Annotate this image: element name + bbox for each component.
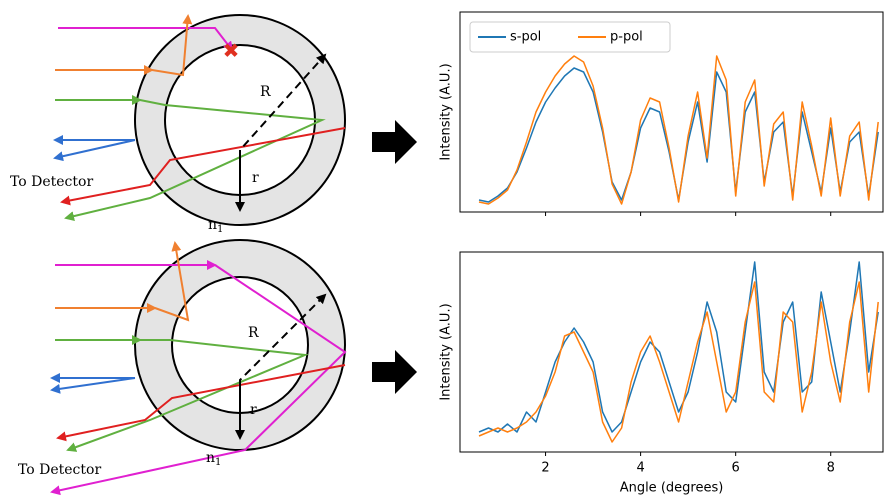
y-axis-label: Intensity (A.U.) bbox=[439, 303, 454, 400]
ray bbox=[55, 140, 135, 158]
label: n bbox=[208, 217, 217, 233]
label: n1 bbox=[206, 450, 221, 468]
figure: ✖ R r n1 To Detector R r n1 To Detector bbox=[0, 0, 891, 500]
arrow bbox=[372, 120, 417, 164]
block-mark: ✖ bbox=[223, 39, 240, 63]
plot-area bbox=[460, 252, 883, 452]
label: R bbox=[248, 325, 259, 341]
x-axis-label: Angle (degrees) bbox=[620, 481, 724, 496]
x-tick-label: 6 bbox=[732, 461, 740, 476]
y-axis-label: Intensity (A.U.) bbox=[439, 63, 454, 160]
diagram: ✖ R r n1 To Detector bbox=[10, 15, 345, 235]
label: r bbox=[252, 170, 259, 186]
legend-label: p-pol bbox=[610, 30, 643, 45]
x-tick-label: 8 bbox=[827, 461, 835, 476]
label: 1 bbox=[215, 457, 221, 468]
label: R bbox=[260, 84, 271, 100]
ray bbox=[52, 378, 135, 390]
legend-label: s-pol bbox=[510, 30, 541, 45]
x-tick-label: 4 bbox=[636, 461, 644, 476]
diagram: R r n1 To Detector bbox=[18, 240, 345, 492]
label: r bbox=[250, 402, 257, 418]
x-tick-label: 2 bbox=[541, 461, 549, 476]
charts: Intensity (A.U.) s-pol p-pol 2 4 6 8 Intensity … bbox=[439, 12, 884, 496]
label: n bbox=[206, 450, 215, 466]
label: 1 bbox=[217, 224, 223, 235]
arrow bbox=[372, 350, 417, 394]
label: To Detector bbox=[10, 174, 93, 190]
label: To Detector bbox=[18, 462, 101, 478]
